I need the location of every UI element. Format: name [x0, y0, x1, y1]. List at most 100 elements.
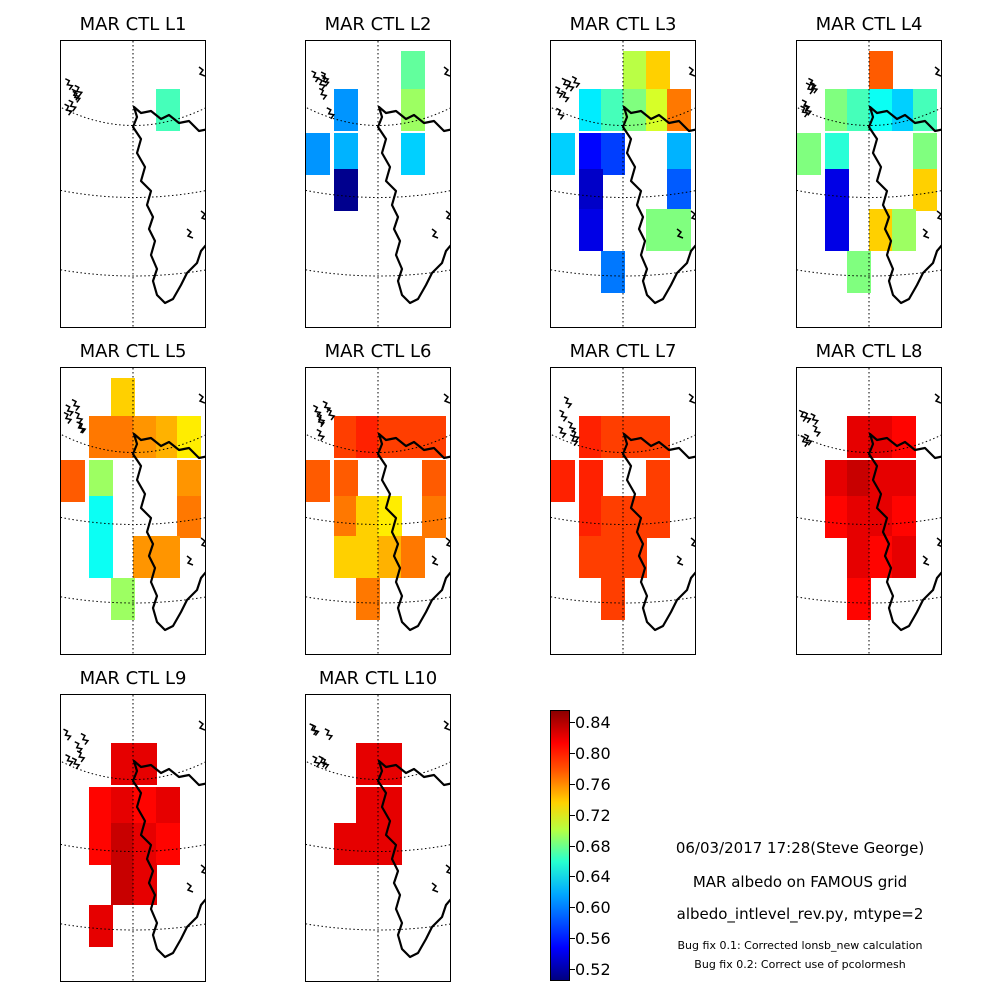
albedo-cell — [579, 496, 603, 538]
panel-title: MAR CTL L3 — [569, 14, 677, 35]
latitude-gridline — [797, 269, 941, 277]
island-coastline — [312, 404, 322, 417]
island-coastline — [561, 77, 571, 90]
island-coastline — [805, 82, 815, 95]
latitude-gridline — [306, 189, 450, 198]
colorbar-tick-mark — [570, 938, 575, 940]
albedo-cell — [111, 787, 135, 829]
colorbar-tick-label: 0.52 — [575, 960, 611, 980]
island-coastline — [812, 424, 822, 437]
island-coastline — [443, 393, 450, 404]
info-date-author: 06/03/2017 17:28(Steve George) — [675, 839, 925, 857]
albedo-cell — [579, 416, 603, 458]
island-coastline — [186, 228, 194, 239]
albedo-cell — [847, 251, 871, 293]
island-coastline — [571, 75, 581, 89]
albedo-cell — [847, 460, 871, 502]
greenland-coastline — [131, 759, 205, 959]
albedo-cell — [177, 496, 201, 538]
albedo-cell — [401, 89, 425, 131]
island-coastline — [200, 864, 205, 875]
albedo-cell — [401, 536, 425, 578]
albedo-cell — [334, 536, 358, 578]
albedo-cell — [89, 823, 113, 865]
map-frame — [60, 40, 206, 328]
albedo-cell — [825, 169, 849, 211]
panel-title: MAR CTL L1 — [79, 14, 187, 35]
colorbar-tick: 0.80 — [570, 744, 630, 763]
albedo-cell — [623, 496, 647, 538]
panel-title: MAR CTL L8 — [815, 341, 923, 362]
island-coastline — [320, 71, 330, 84]
albedo-cell — [156, 536, 180, 578]
info-description: MAR albedo on FAMOUS grid — [692, 873, 908, 891]
colorbar-tick-mark — [570, 721, 575, 723]
latitude-gridline — [797, 596, 941, 604]
island-coastline — [922, 555, 930, 566]
colorbar-tick-mark — [570, 814, 575, 816]
albedo-cell — [913, 169, 937, 211]
albedo-cell — [579, 169, 603, 211]
albedo-cell — [847, 536, 871, 578]
island-coastline — [316, 428, 326, 441]
albedo-cell — [378, 823, 402, 865]
island-coastline — [326, 107, 336, 120]
albedo-cell — [579, 536, 603, 578]
albedo-cell — [422, 460, 446, 502]
colorbar-tick: 0.72 — [570, 806, 630, 825]
island-coastline — [76, 750, 86, 763]
colorbar-tick-mark — [570, 907, 575, 909]
map-plot — [61, 695, 205, 981]
map-plot — [797, 41, 941, 327]
island-coastline — [445, 864, 450, 875]
albedo-cell — [913, 89, 937, 131]
island-coastline — [808, 77, 817, 90]
albedo-cell — [667, 133, 691, 175]
island-coastline — [200, 210, 205, 221]
albedo-cell — [156, 787, 180, 829]
island-coastline — [690, 210, 695, 221]
island-coastline — [186, 555, 194, 566]
albedo-cell — [601, 536, 625, 578]
albedo-cell — [401, 133, 425, 175]
map-plot — [306, 695, 450, 981]
island-coastline — [936, 537, 941, 548]
map-frame — [60, 367, 206, 655]
island-coastline — [690, 537, 695, 548]
albedo-cell — [111, 743, 135, 785]
island-coastline — [71, 757, 81, 770]
albedo-cell — [825, 496, 849, 538]
map-plot — [61, 41, 205, 327]
albedo-cell — [334, 89, 358, 131]
island-coastline — [809, 81, 819, 94]
colorbar-tick-label: 0.64 — [575, 867, 611, 887]
albedo-cell — [869, 51, 893, 93]
map-plot — [797, 368, 941, 654]
map-frame — [550, 367, 696, 655]
island-coastline — [801, 99, 811, 112]
island-coastline — [80, 732, 90, 746]
island-coastline — [922, 228, 930, 239]
map-plot — [306, 41, 450, 327]
island-coastline — [317, 77, 327, 90]
albedo-cell — [579, 133, 603, 175]
albedo-cell — [111, 578, 135, 620]
island-coastline — [71, 88, 81, 101]
island-coastline — [569, 434, 579, 447]
island-coastline — [324, 728, 334, 741]
albedo-cell — [646, 209, 670, 251]
panel-title: MAR CTL L5 — [79, 341, 187, 362]
greenland-coastline — [376, 759, 450, 959]
albedo-cell — [334, 169, 358, 211]
colorbar-tick-label: 0.56 — [575, 929, 611, 949]
panel-title: MAR CTL L4 — [815, 14, 923, 35]
island-coastline — [936, 210, 941, 221]
island-coastline — [561, 90, 570, 103]
albedo-cell — [89, 496, 113, 538]
map-frame — [550, 40, 696, 328]
albedo-cell — [356, 743, 380, 785]
island-coastline — [321, 74, 330, 87]
albedo-cell — [334, 460, 358, 502]
island-coastline — [76, 421, 85, 434]
island-coastline — [63, 411, 73, 424]
